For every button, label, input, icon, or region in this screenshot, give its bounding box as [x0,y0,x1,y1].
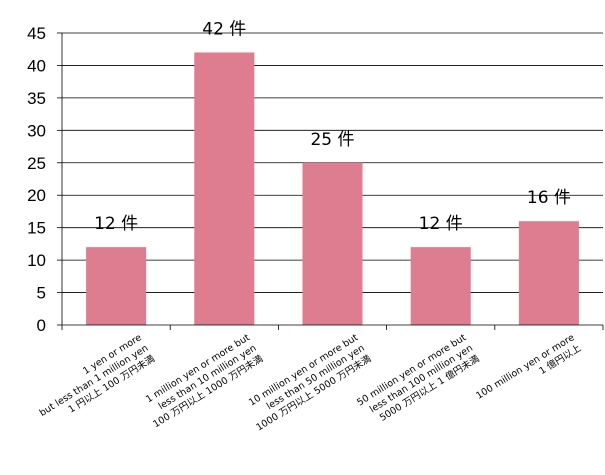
axes [57,32,604,330]
y-tick-label: 30 [27,121,46,140]
y-tick-label: 35 [27,89,46,108]
bar [86,247,147,325]
bar [518,221,579,325]
y-tick-label: 0 [37,316,46,335]
y-tick-label: 45 [27,24,46,43]
bar [302,162,363,325]
y-tick-label: 40 [27,56,46,75]
y-tick-label: 15 [27,219,46,238]
y-tick-label: 10 [27,251,46,270]
data-label: 12 件 [419,214,463,234]
y-tick-labels: 0 5 10 15 20 25 30 35 40 45 [27,24,46,335]
data-label: 16 件 [527,188,571,208]
category-label-line: less than 100 million yen [368,343,475,416]
bars [86,52,579,325]
data-label: 25 件 [310,130,354,150]
category-label-line: but less than 1 million yen [38,343,151,419]
bar [410,247,471,325]
y-tick-label: 5 [37,284,46,303]
category-label-line: 100 million yen or more [474,332,576,402]
y-tick-label: 20 [27,186,46,205]
data-label: 42 件 [202,19,246,39]
y-tick-label: 25 [27,154,46,173]
data-label: 12 件 [94,214,138,234]
bar [194,52,255,325]
data-labels: 12 件 42 件 25 件 12 件 16 件 [94,19,571,234]
